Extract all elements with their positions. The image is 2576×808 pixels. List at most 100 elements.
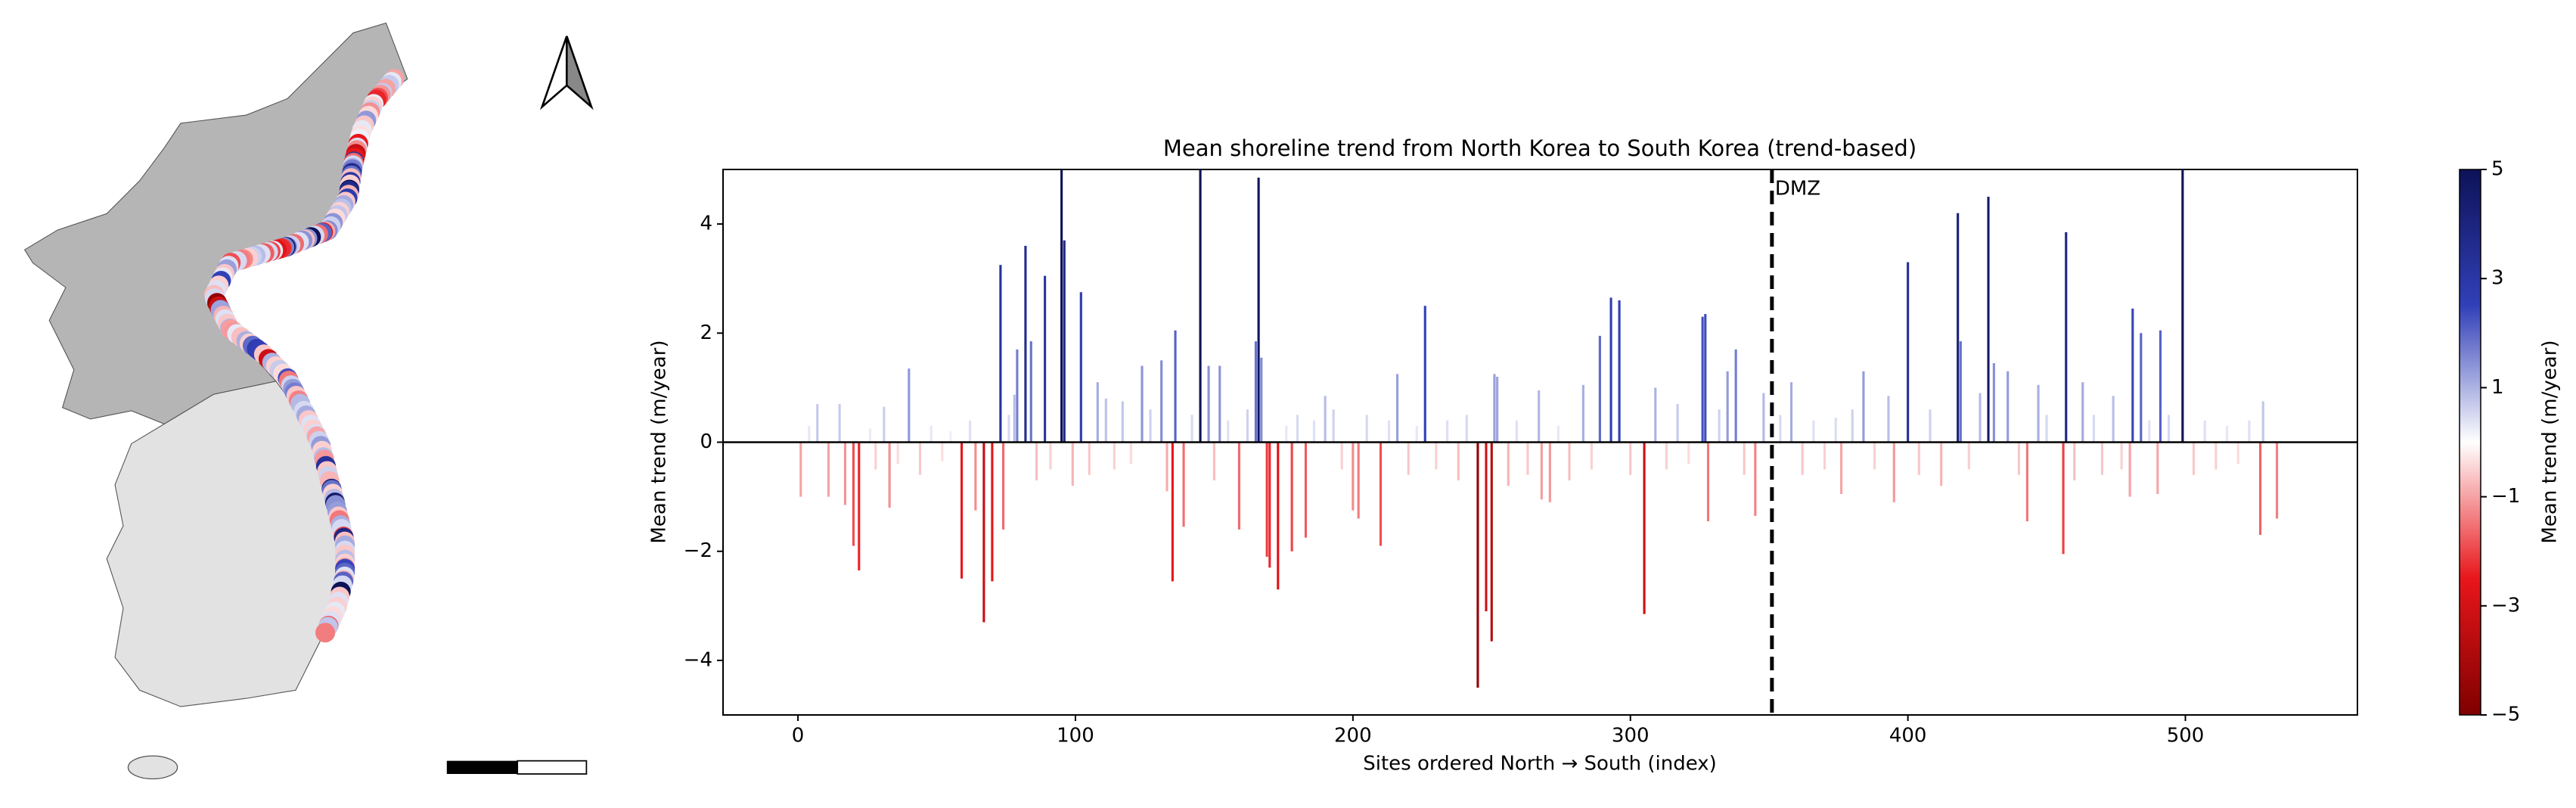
bar bbox=[1654, 387, 1657, 443]
colorbar-tick-label: 3 bbox=[2491, 267, 2504, 290]
bar bbox=[1823, 442, 1826, 470]
bar bbox=[2065, 232, 2068, 443]
map-sites bbox=[204, 69, 405, 643]
bar bbox=[1801, 442, 1804, 475]
colorbar-tick-label: 5 bbox=[2491, 158, 2504, 181]
bar bbox=[1609, 297, 1612, 443]
bar bbox=[1496, 376, 1499, 443]
bar bbox=[1304, 442, 1308, 538]
bar bbox=[1789, 382, 1793, 443]
bar bbox=[843, 442, 846, 505]
bar bbox=[888, 442, 891, 508]
bar bbox=[1540, 442, 1543, 500]
bar bbox=[1526, 442, 1529, 475]
bar bbox=[2100, 442, 2104, 475]
x-axis-label: Sites ordered North → South (index) bbox=[1363, 753, 1717, 775]
bar bbox=[1465, 415, 1468, 443]
y-tick-label: −2 bbox=[684, 539, 712, 562]
bar bbox=[1285, 425, 1288, 443]
bar bbox=[930, 425, 933, 443]
bar bbox=[1726, 371, 1729, 443]
bar bbox=[2037, 384, 2040, 443]
bar bbox=[2112, 396, 2115, 443]
bar bbox=[1701, 316, 1704, 443]
bar bbox=[1618, 300, 1621, 443]
bar bbox=[1312, 420, 1316, 443]
bar bbox=[1218, 365, 1221, 443]
bar bbox=[1016, 349, 1019, 443]
bar bbox=[838, 404, 841, 443]
bar bbox=[1044, 275, 1047, 443]
bar bbox=[1007, 415, 1010, 443]
bar bbox=[1260, 357, 1263, 443]
y-tick-label: 0 bbox=[700, 430, 712, 453]
bar bbox=[1929, 409, 1932, 443]
bar bbox=[2045, 415, 2048, 443]
bar bbox=[896, 442, 899, 465]
bar bbox=[1940, 442, 1943, 486]
bar bbox=[2159, 330, 2162, 443]
y-tick-label: −4 bbox=[684, 648, 712, 671]
map bbox=[23, 22, 594, 780]
bar bbox=[2248, 420, 2251, 443]
bar bbox=[1643, 442, 1646, 614]
colorbar-label: Mean trend (m/year) bbox=[2539, 340, 2562, 543]
bar bbox=[1049, 442, 1052, 470]
bar bbox=[1060, 169, 1063, 443]
bar bbox=[2006, 371, 2010, 443]
bar bbox=[827, 442, 830, 497]
bar bbox=[1812, 420, 1815, 443]
bar bbox=[1013, 394, 1016, 443]
bar bbox=[1029, 341, 1032, 443]
x-tick-label: 300 bbox=[1612, 725, 1650, 747]
y-tick-label: 4 bbox=[700, 213, 712, 235]
bar bbox=[2167, 415, 2171, 443]
bar bbox=[858, 442, 861, 570]
bar bbox=[1423, 306, 1426, 443]
dmz-label: DMZ bbox=[1775, 178, 1820, 200]
bar bbox=[1917, 442, 1920, 475]
bar bbox=[1967, 442, 1970, 470]
bar bbox=[2131, 308, 2134, 443]
bar bbox=[1581, 384, 1584, 443]
bar bbox=[1257, 177, 1260, 443]
bar bbox=[1873, 442, 1876, 470]
bar bbox=[1992, 362, 1995, 443]
x-tick-label: 200 bbox=[1334, 725, 1372, 747]
bar bbox=[1446, 420, 1449, 443]
bar bbox=[1268, 442, 1271, 568]
bar bbox=[816, 404, 819, 443]
bar bbox=[974, 442, 977, 511]
bar bbox=[2203, 420, 2206, 443]
bar bbox=[1687, 442, 1690, 465]
bar bbox=[2025, 442, 2028, 522]
bar bbox=[2259, 442, 2262, 536]
bar bbox=[1907, 262, 1910, 443]
bar bbox=[1079, 292, 1082, 443]
bar bbox=[1754, 442, 1757, 516]
bar bbox=[1476, 442, 1479, 688]
bar bbox=[868, 428, 872, 443]
bar bbox=[1435, 442, 1438, 470]
colorbar-tick-label: 1 bbox=[2491, 376, 2504, 399]
bar bbox=[2181, 169, 2184, 443]
bar bbox=[1407, 442, 1410, 475]
bar bbox=[1171, 442, 1174, 582]
bar bbox=[1149, 409, 1152, 443]
bar bbox=[1395, 374, 1399, 443]
bar bbox=[2214, 442, 2218, 470]
bar bbox=[1548, 442, 1551, 502]
bar bbox=[1676, 404, 1679, 443]
bar bbox=[883, 406, 886, 443]
bar bbox=[1174, 330, 1177, 443]
bar bbox=[1762, 393, 1765, 443]
bar bbox=[999, 265, 1002, 443]
bar bbox=[1096, 382, 1099, 443]
bar bbox=[2128, 442, 2131, 497]
bar bbox=[1129, 442, 1132, 465]
bar bbox=[1892, 442, 1895, 502]
bar bbox=[2261, 401, 2264, 443]
bar bbox=[2073, 442, 2076, 480]
bar bbox=[1141, 365, 1144, 443]
bar bbox=[1834, 418, 1837, 443]
